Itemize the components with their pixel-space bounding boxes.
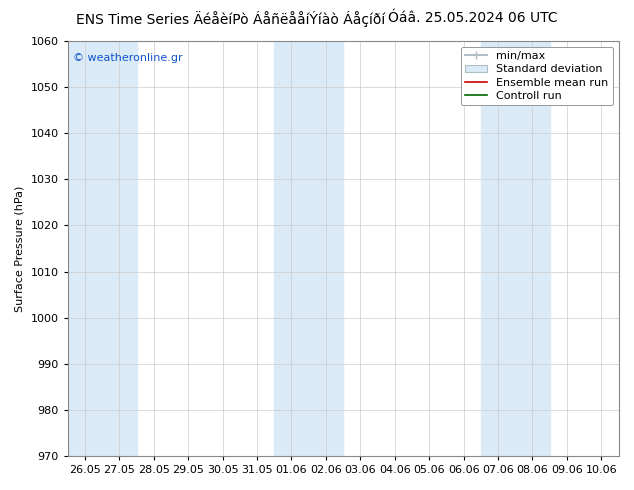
Text: Óáâ. 25.05.2024 06 UTC: Óáâ. 25.05.2024 06 UTC (388, 11, 558, 25)
Legend: min/max, Standard deviation, Ensemble mean run, Controll run: min/max, Standard deviation, Ensemble me… (461, 47, 613, 105)
Y-axis label: Surface Pressure (hPa): Surface Pressure (hPa) (15, 185, 25, 312)
Bar (68, 41, 136, 456)
Text: © weatheronline.gr: © weatheronline.gr (73, 53, 183, 64)
Text: ENS Time Series ÄéåèíPò ÁåñëååíÝíàò Áåçíðí: ENS Time Series ÄéåèíPò ÁåñëååíÝíàò Áåçí… (76, 11, 385, 27)
Bar (481, 41, 550, 456)
Bar (275, 41, 343, 456)
